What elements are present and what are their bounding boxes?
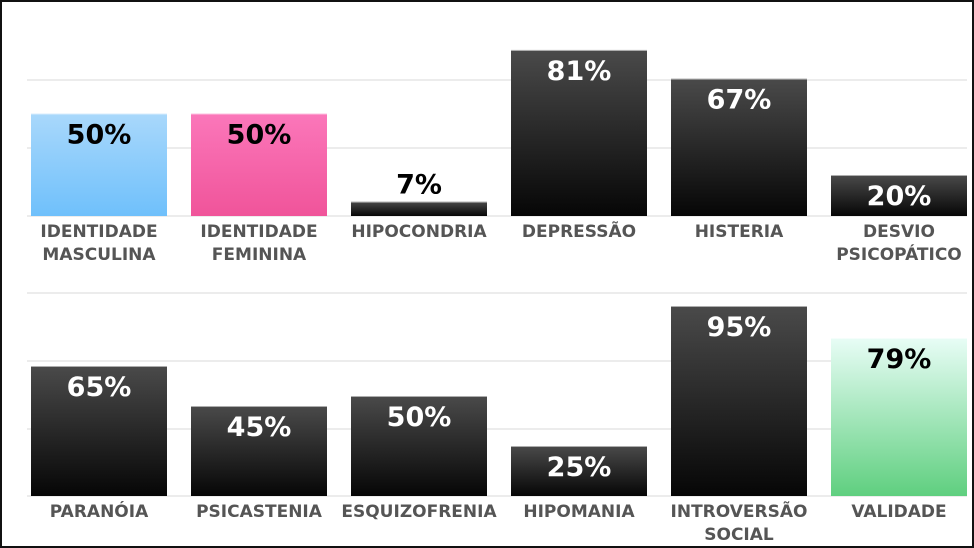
- bar-histeria: [671, 78, 807, 217]
- category-label: DEPRESSÃO: [522, 219, 636, 242]
- data-label: 50%: [227, 120, 292, 151]
- data-label: 67%: [707, 85, 772, 116]
- data-label: 50%: [67, 120, 132, 151]
- data-label: 20%: [867, 181, 932, 212]
- category-label: HISTERIA: [695, 222, 784, 242]
- category-label: HIPOMANIA: [523, 502, 635, 522]
- data-label: 7%: [396, 170, 442, 201]
- category-label: PSICOPÁTICO: [836, 243, 962, 265]
- bar-depressao: [511, 49, 647, 217]
- bar-esquizofrenia: [351, 396, 487, 496]
- chart-panel-1: 50% IDENTIDADE MASCULINA 50% IDENTIDADE FEMIN…: [27, 49, 967, 265]
- bar-identidade-masculina: [31, 113, 167, 216]
- bar-paranoia: [31, 366, 167, 496]
- bar-validade: [831, 338, 967, 496]
- bar-hipomania: [511, 446, 647, 496]
- bar-hipocondria: [351, 201, 487, 216]
- category-label: VALIDADE: [851, 502, 946, 522]
- data-label: 79%: [867, 344, 932, 375]
- bar-psicastenia: [191, 406, 327, 496]
- data-label: 65%: [67, 372, 132, 403]
- category-label: HIPOCONDRIA: [351, 222, 487, 242]
- category-label: ESQUIZOFRENIA: [341, 502, 497, 522]
- category-label: PSICASTENIA: [196, 502, 323, 522]
- category-label: FEMININA: [212, 245, 307, 265]
- category-label: INTROVERSÃO: [671, 499, 808, 522]
- data-label: 25%: [547, 452, 612, 483]
- category-label: IDENTIDADE: [40, 222, 157, 242]
- category-label: SOCIAL: [704, 525, 774, 545]
- data-label: 45%: [227, 412, 292, 443]
- data-label: 81%: [547, 56, 612, 87]
- bar-introversao-social: [671, 306, 807, 496]
- category-label: DESVIO: [863, 222, 935, 242]
- data-label: 50%: [387, 402, 452, 433]
- category-label: PARANÓIA: [50, 500, 149, 522]
- bar-identidade-feminina: [191, 113, 327, 216]
- category-label: IDENTIDADE: [200, 222, 317, 242]
- category-label: MASCULINA: [42, 245, 156, 265]
- data-label: 95%: [707, 312, 772, 343]
- chart-panel-2: 65% PARANÓIA 45% PSICASTENIA 50% ESQUIZOFRENI…: [27, 292, 967, 545]
- bar-desvio-psicopatico: [831, 175, 967, 216]
